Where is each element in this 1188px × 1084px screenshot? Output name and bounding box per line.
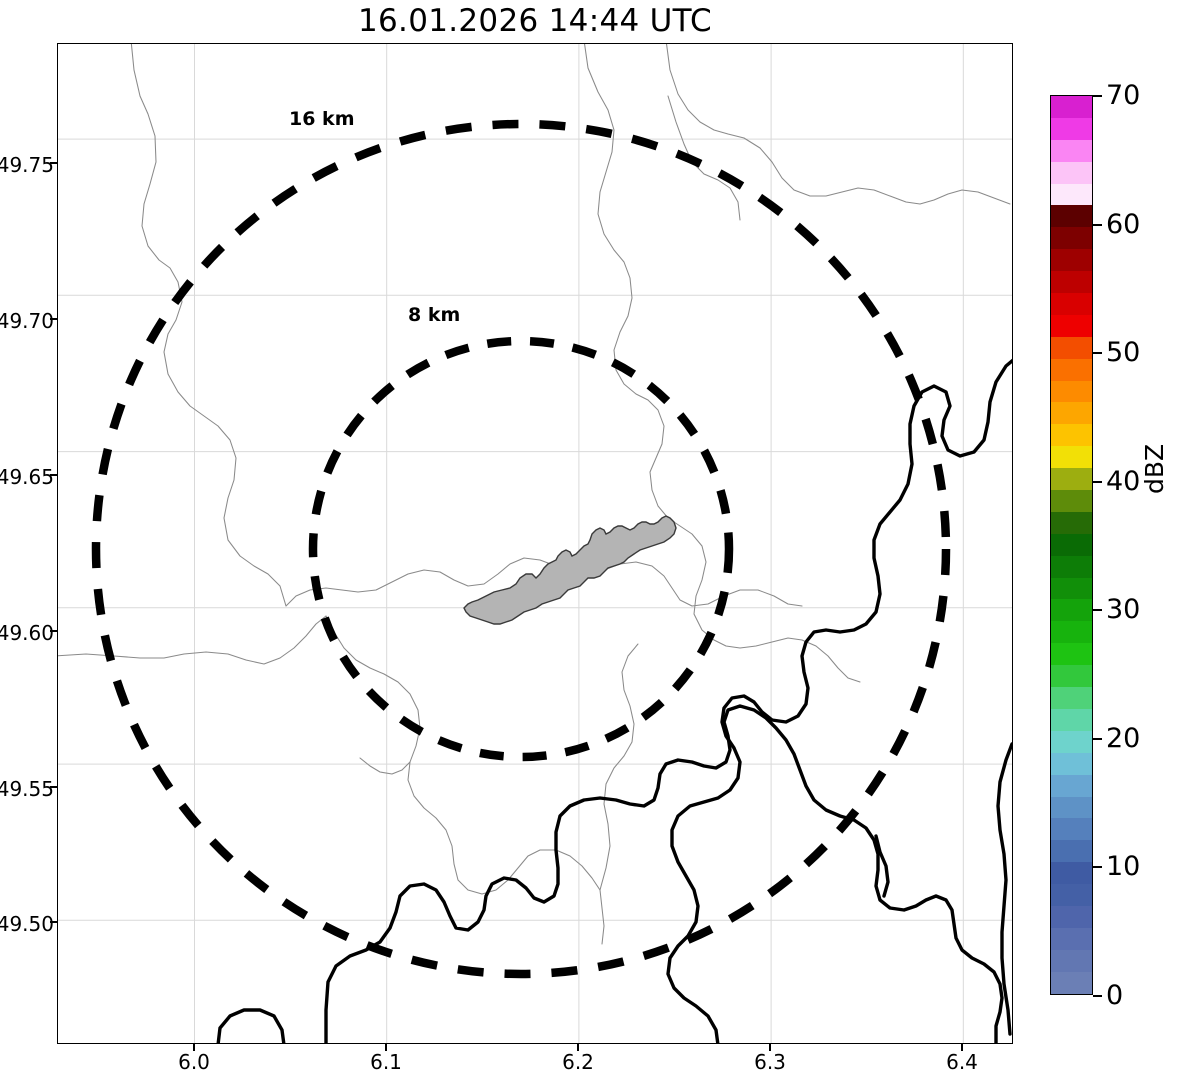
colorbar-tick-label-10: 10 xyxy=(1106,851,1141,882)
colorbar-tick-label-20: 20 xyxy=(1106,723,1141,754)
city-polygon xyxy=(463,515,677,625)
colorbar-band xyxy=(1051,862,1092,885)
range-ring-label-8km: 8 km xyxy=(406,304,463,326)
colorbar-band xyxy=(1051,752,1092,775)
colorbar-band xyxy=(1051,708,1092,731)
colorbar-tick-label-70: 70 xyxy=(1106,80,1141,111)
colorbar-band xyxy=(1051,533,1092,556)
colorbar-band xyxy=(1051,511,1092,534)
colorbar-band xyxy=(1051,227,1092,250)
grid-lines xyxy=(58,44,1012,1043)
colorbar-band xyxy=(1051,774,1092,797)
colorbar-band xyxy=(1051,358,1092,381)
map-canvas xyxy=(58,44,1012,1043)
x-tick-mark xyxy=(193,1044,195,1051)
colorbar-band xyxy=(1051,314,1092,337)
colorbar-band xyxy=(1051,293,1092,315)
y-tick-mark xyxy=(50,786,57,788)
colorbar-band xyxy=(1051,271,1092,294)
range-ring-8km xyxy=(308,336,734,762)
colorbar-band xyxy=(1051,927,1092,950)
colorbar-band xyxy=(1051,183,1092,206)
range-ring-label-16km: 16 km xyxy=(287,108,357,130)
colorbar-band xyxy=(1051,621,1092,644)
country-border xyxy=(216,358,1012,1043)
y-tick-mark xyxy=(50,474,57,476)
colorbar-band xyxy=(1051,424,1092,447)
colorbar-band xyxy=(1051,730,1092,753)
commune-borders xyxy=(58,44,1011,945)
colorbar-band xyxy=(1051,599,1092,622)
colorbar-band xyxy=(1051,117,1092,140)
y-tick-label-49.55: 49.55 xyxy=(0,777,54,801)
y-tick-label-49.50: 49.50 xyxy=(0,912,54,936)
colorbar-band xyxy=(1051,468,1092,491)
colorbar-band xyxy=(1051,687,1092,709)
colorbar-band xyxy=(1051,249,1092,272)
colorbar-tick xyxy=(1093,224,1102,226)
colorbar-band xyxy=(1051,577,1092,600)
colorbar-tick xyxy=(1093,738,1102,740)
colorbar-band xyxy=(1051,380,1092,403)
colorbar-band xyxy=(1051,161,1092,184)
colorbar-band xyxy=(1051,905,1092,928)
colorbar-band xyxy=(1051,96,1092,118)
range-rings xyxy=(91,119,951,979)
colorbar-axis-label: dBZ xyxy=(1140,443,1169,494)
colorbar-band xyxy=(1051,949,1092,972)
colorbar-band xyxy=(1051,840,1092,863)
colorbar-band xyxy=(1051,139,1092,162)
x-tick-label-6.4: 6.4 xyxy=(946,1050,978,1074)
colorbar-tick-label-60: 60 xyxy=(1106,209,1141,240)
y-tick-label-49.75: 49.75 xyxy=(0,153,54,177)
colorbar-band xyxy=(1051,490,1092,512)
colorbar[interactable] xyxy=(1050,95,1093,995)
y-tick-label-49.60: 49.60 xyxy=(0,621,54,645)
x-tick-label-6.0: 6.0 xyxy=(178,1050,210,1074)
colorbar-tick-label-40: 40 xyxy=(1106,466,1141,497)
colorbar-band xyxy=(1051,796,1092,819)
colorbar-tick xyxy=(1093,95,1102,97)
colorbar-tick xyxy=(1093,352,1102,354)
range-ring-16km xyxy=(91,119,951,979)
y-tick-mark xyxy=(50,921,57,923)
x-tick-label-6.3: 6.3 xyxy=(754,1050,786,1074)
colorbar-band xyxy=(1051,643,1092,666)
y-tick-label-49.65: 49.65 xyxy=(0,465,54,489)
figure-title: 16.01.2026 14:44 UTC xyxy=(358,3,712,39)
y-tick-mark xyxy=(50,630,57,632)
colorbar-tick xyxy=(1093,866,1102,868)
colorbar-band xyxy=(1051,336,1092,359)
x-tick-mark xyxy=(385,1044,387,1051)
colorbar-band xyxy=(1051,402,1092,425)
x-tick-label-6.1: 6.1 xyxy=(370,1050,402,1074)
colorbar-band xyxy=(1051,446,1092,469)
y-tick-mark xyxy=(50,162,57,164)
colorbar-band xyxy=(1051,205,1092,228)
colorbar-tick-label-50: 50 xyxy=(1106,337,1141,368)
colorbar-tick-label-0: 0 xyxy=(1106,980,1124,1011)
x-tick-mark xyxy=(577,1044,579,1051)
colorbar-tick xyxy=(1093,609,1102,611)
colorbar-tick-label-30: 30 xyxy=(1106,594,1141,625)
colorbar-band xyxy=(1051,555,1092,578)
colorbar-band xyxy=(1051,818,1092,841)
x-tick-label-6.2: 6.2 xyxy=(562,1050,594,1074)
y-tick-label-49.70: 49.70 xyxy=(0,309,54,333)
colorbar-band xyxy=(1051,665,1092,688)
y-tick-mark xyxy=(50,318,57,320)
x-tick-mark xyxy=(961,1044,963,1051)
colorbar-tick xyxy=(1093,481,1102,483)
colorbar-tick xyxy=(1093,995,1102,997)
x-tick-mark xyxy=(769,1044,771,1051)
map-axes[interactable]: 16 km 8 km xyxy=(57,43,1013,1044)
colorbar-band xyxy=(1051,971,1092,994)
colorbar-band xyxy=(1051,884,1092,906)
